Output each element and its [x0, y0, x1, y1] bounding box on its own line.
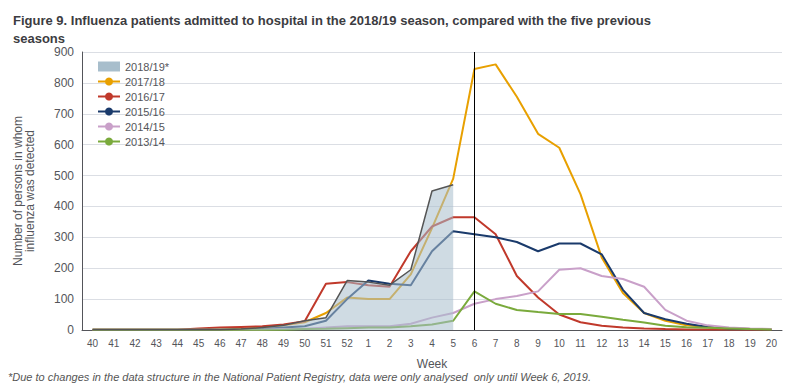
svg-text:900: 900 [54, 45, 74, 59]
svg-text:9: 9 [535, 338, 541, 349]
svg-text:52: 52 [342, 338, 354, 349]
svg-text:47: 47 [236, 338, 248, 349]
svg-text:13: 13 [617, 338, 629, 349]
svg-text:16: 16 [681, 338, 693, 349]
svg-text:19: 19 [745, 338, 757, 349]
svg-text:200: 200 [54, 261, 74, 275]
svg-text:700: 700 [54, 107, 74, 121]
svg-text:Number of persons in whom: Number of persons in whom [11, 116, 25, 266]
svg-text:2014/15: 2014/15 [125, 121, 165, 133]
svg-text:42: 42 [129, 338, 141, 349]
svg-text:2015/16: 2015/16 [125, 106, 165, 118]
svg-text:5: 5 [450, 338, 456, 349]
svg-text:15: 15 [660, 338, 672, 349]
svg-text:12: 12 [596, 338, 608, 349]
svg-text:Week: Week [417, 357, 448, 371]
svg-text:6: 6 [472, 338, 478, 349]
svg-text:2016/17: 2016/17 [125, 91, 165, 103]
svg-text:2: 2 [387, 338, 393, 349]
svg-text:600: 600 [54, 138, 74, 152]
svg-text:40: 40 [87, 338, 99, 349]
svg-text:400: 400 [54, 199, 74, 213]
svg-text:20: 20 [766, 338, 778, 349]
svg-text:influenza was detected: influenza was detected [23, 130, 37, 252]
svg-text:4: 4 [429, 338, 435, 349]
svg-text:50: 50 [299, 338, 311, 349]
svg-text:0: 0 [67, 323, 74, 337]
svg-text:14: 14 [639, 338, 651, 349]
svg-text:10: 10 [554, 338, 566, 349]
svg-text:100: 100 [54, 292, 74, 306]
svg-text:300: 300 [54, 230, 74, 244]
svg-text:48: 48 [257, 338, 269, 349]
svg-text:18: 18 [723, 338, 735, 349]
svg-text:46: 46 [214, 338, 226, 349]
svg-text:17: 17 [702, 338, 714, 349]
svg-text:seasons: seasons [13, 31, 65, 46]
svg-text:2013/14: 2013/14 [125, 136, 165, 148]
svg-text:44: 44 [172, 338, 184, 349]
svg-text:8: 8 [514, 338, 520, 349]
svg-text:11: 11 [575, 338, 586, 349]
svg-text:3: 3 [408, 338, 414, 349]
svg-text:43: 43 [151, 338, 163, 349]
svg-text:7: 7 [493, 338, 499, 349]
svg-text:2017/18: 2017/18 [125, 76, 165, 88]
svg-text:1: 1 [366, 338, 372, 349]
svg-text:51: 51 [320, 338, 332, 349]
svg-text:*Due to changes in the data st: *Due to changes in the data structure in… [8, 371, 591, 383]
svg-text:49: 49 [278, 338, 290, 349]
svg-text:Figure 9. Influenza patients a: Figure 9. Influenza patients admitted to… [13, 13, 651, 28]
svg-text:2018/19*: 2018/19* [125, 61, 170, 73]
svg-text:800: 800 [54, 76, 74, 90]
svg-text:45: 45 [193, 338, 205, 349]
svg-text:500: 500 [54, 169, 74, 183]
svg-text:41: 41 [108, 338, 120, 349]
